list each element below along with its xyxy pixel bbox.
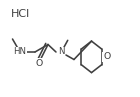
Text: N: N [58, 48, 64, 56]
Text: O: O [103, 52, 110, 61]
Text: HCl: HCl [10, 9, 30, 19]
Text: O: O [36, 59, 43, 68]
Text: HN: HN [13, 48, 26, 56]
